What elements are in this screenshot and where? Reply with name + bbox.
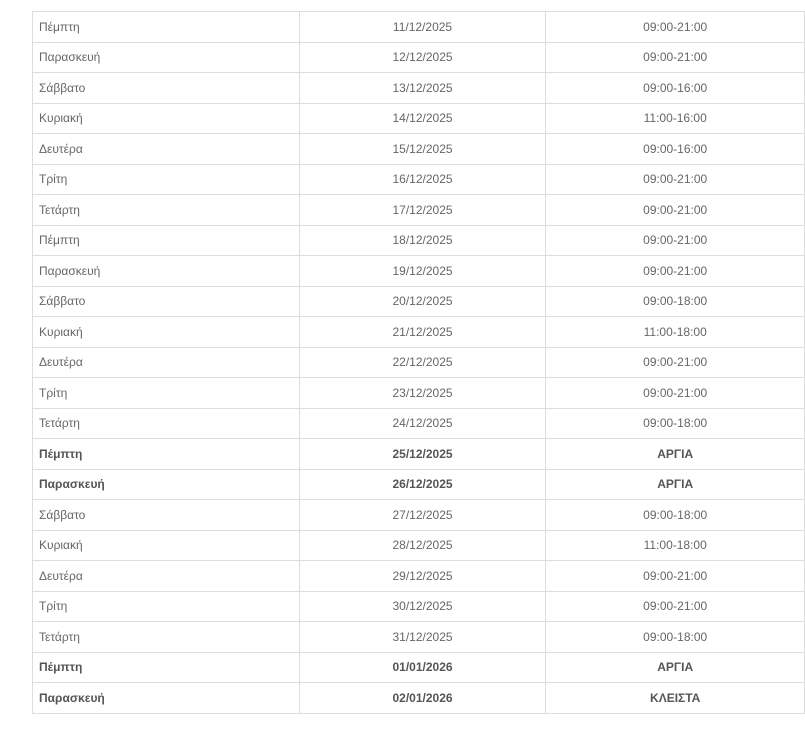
date-cell: 23/12/2025: [298, 377, 547, 409]
date-cell: 16/12/2025: [298, 163, 547, 195]
table-row: Κυριακή 28/12/2025 11:00-18:00: [32, 529, 805, 561]
date-cell: 31/12/2025: [298, 621, 547, 653]
table-row: Τετάρτη 17/12/2025 09:00-21:00: [32, 194, 805, 226]
date-cell: 12/12/2025: [298, 41, 547, 73]
hours-cell: 09:00-21:00: [545, 346, 805, 378]
table-row: Τρίτη 30/12/2025 09:00-21:00: [32, 590, 805, 622]
hours-cell: ΑΡΓΙΑ: [545, 651, 805, 683]
day-cell: Δευτέρα: [32, 560, 300, 592]
date-cell: 25/12/2025: [298, 438, 547, 470]
day-cell: Παρασκευή: [32, 682, 300, 714]
date-cell: 21/12/2025: [298, 316, 547, 348]
table-row: Πέμπτη 18/12/2025 09:00-21:00: [32, 224, 805, 256]
hours-cell: 09:00-16:00: [545, 72, 805, 104]
date-cell: 14/12/2025: [298, 102, 547, 134]
date-cell: 01/01/2026: [298, 651, 547, 683]
table-row: Δευτέρα 29/12/2025 09:00-21:00: [32, 560, 805, 592]
date-cell: 26/12/2025: [298, 468, 547, 500]
table-row: Παρασκευή 19/12/2025 09:00-21:00: [32, 255, 805, 287]
date-cell: 18/12/2025: [298, 224, 547, 256]
day-cell: Πέμπτη: [32, 11, 300, 43]
hours-cell: 09:00-21:00: [545, 255, 805, 287]
table-row: Σάββατο 20/12/2025 09:00-18:00: [32, 285, 805, 317]
table-row: Τρίτη 23/12/2025 09:00-21:00: [32, 377, 805, 409]
day-cell: Πέμπτη: [32, 438, 300, 470]
day-cell: Τετάρτη: [32, 621, 300, 653]
day-cell: Τετάρτη: [32, 407, 300, 439]
table-row: Παρασκευή 12/12/2025 09:00-21:00: [32, 41, 805, 73]
table-row: Τετάρτη 24/12/2025 09:00-18:00: [32, 407, 805, 439]
day-cell: Σάββατο: [32, 499, 300, 531]
table-row: Κυριακή 21/12/2025 11:00-18:00: [32, 316, 805, 348]
day-cell: Πέμπτη: [32, 224, 300, 256]
date-cell: 11/12/2025: [298, 11, 547, 43]
hours-cell: 09:00-21:00: [545, 163, 805, 195]
day-cell: Παρασκευή: [32, 468, 300, 500]
hours-cell: 11:00-18:00: [545, 316, 805, 348]
hours-cell: 11:00-16:00: [545, 102, 805, 134]
day-cell: Σάββατο: [32, 72, 300, 104]
date-cell: 28/12/2025: [298, 529, 547, 561]
day-cell: Κυριακή: [32, 102, 300, 134]
table-row: Σάββατο 13/12/2025 09:00-16:00: [32, 72, 805, 104]
hours-cell: 09:00-21:00: [545, 560, 805, 592]
table-row: Κυριακή 14/12/2025 11:00-16:00: [32, 102, 805, 134]
table-row: Τρίτη 16/12/2025 09:00-21:00: [32, 163, 805, 195]
hours-cell: 09:00-18:00: [545, 285, 805, 317]
opening-hours-table: Πέμπτη 11/12/2025 09:00-21:00 Παρασκευή 12/1…: [32, 11, 805, 714]
day-cell: Τρίτη: [32, 377, 300, 409]
hours-cell: 09:00-21:00: [545, 194, 805, 226]
date-cell: 15/12/2025: [298, 133, 547, 165]
day-cell: Πέμπτη: [32, 651, 300, 683]
day-cell: Κυριακή: [32, 529, 300, 561]
date-cell: 30/12/2025: [298, 590, 547, 622]
hours-cell: 09:00-21:00: [545, 41, 805, 73]
day-cell: Σάββατο: [32, 285, 300, 317]
date-cell: 17/12/2025: [298, 194, 547, 226]
day-cell: Τρίτη: [32, 163, 300, 195]
table-row: Παρασκευή 02/01/2026 ΚΛΕΙΣΤΑ: [32, 682, 805, 714]
hours-cell: 09:00-18:00: [545, 621, 805, 653]
hours-cell: 11:00-18:00: [545, 529, 805, 561]
table-row: Δευτέρα 22/12/2025 09:00-21:00: [32, 346, 805, 378]
hours-cell: ΑΡΓΙΑ: [545, 468, 805, 500]
day-cell: Παρασκευή: [32, 255, 300, 287]
date-cell: 20/12/2025: [298, 285, 547, 317]
date-cell: 24/12/2025: [298, 407, 547, 439]
hours-cell: 09:00-16:00: [545, 133, 805, 165]
date-cell: 27/12/2025: [298, 499, 547, 531]
hours-cell: ΑΡΓΙΑ: [545, 438, 805, 470]
hours-cell: 09:00-21:00: [545, 590, 805, 622]
date-cell: 13/12/2025: [298, 72, 547, 104]
table-row: Σάββατο 27/12/2025 09:00-18:00: [32, 499, 805, 531]
table-row: Δευτέρα 15/12/2025 09:00-16:00: [32, 133, 805, 165]
hours-cell: 09:00-21:00: [545, 11, 805, 43]
date-cell: 19/12/2025: [298, 255, 547, 287]
date-cell: 29/12/2025: [298, 560, 547, 592]
table-row: Πέμπτη 01/01/2026 ΑΡΓΙΑ: [32, 651, 805, 683]
date-cell: 02/01/2026: [298, 682, 547, 714]
day-cell: Παρασκευή: [32, 41, 300, 73]
hours-cell: 09:00-21:00: [545, 224, 805, 256]
day-cell: Δευτέρα: [32, 133, 300, 165]
date-cell: 22/12/2025: [298, 346, 547, 378]
table-row: Παρασκευή 26/12/2025 ΑΡΓΙΑ: [32, 468, 805, 500]
day-cell: Τετάρτη: [32, 194, 300, 226]
day-cell: Τρίτη: [32, 590, 300, 622]
table-row: Πέμπτη 25/12/2025 ΑΡΓΙΑ: [32, 438, 805, 470]
hours-cell: ΚΛΕΙΣΤΑ: [545, 682, 805, 714]
table-row: Τετάρτη 31/12/2025 09:00-18:00: [32, 621, 805, 653]
hours-cell: 09:00-18:00: [545, 407, 805, 439]
day-cell: Κυριακή: [32, 316, 300, 348]
table-row: Πέμπτη 11/12/2025 09:00-21:00: [32, 11, 805, 43]
day-cell: Δευτέρα: [32, 346, 300, 378]
hours-cell: 09:00-21:00: [545, 377, 805, 409]
hours-cell: 09:00-18:00: [545, 499, 805, 531]
